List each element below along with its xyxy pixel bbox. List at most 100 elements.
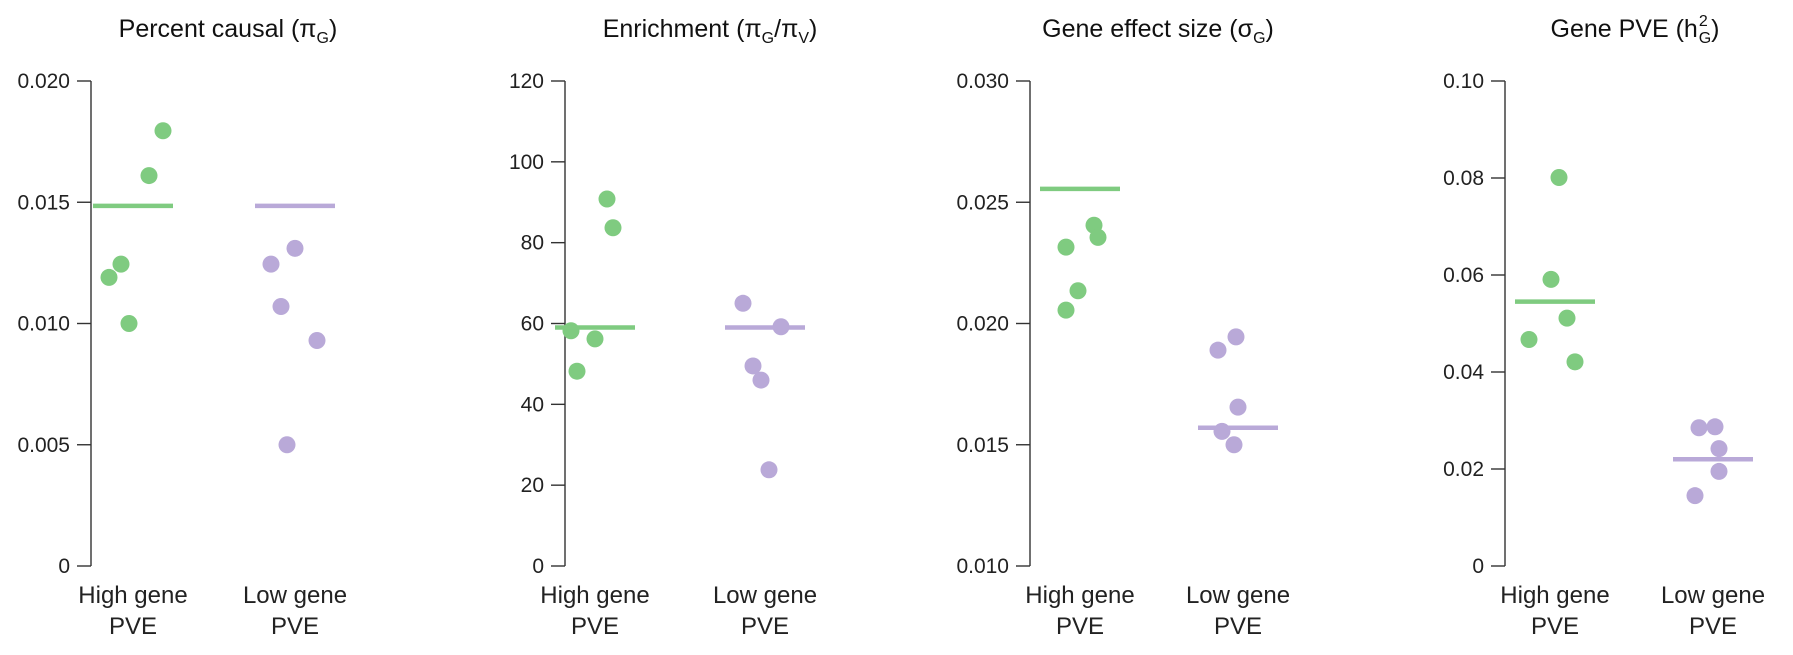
data-point-high xyxy=(112,255,130,273)
data-point-high xyxy=(100,268,118,286)
data-point-low xyxy=(1710,440,1728,458)
data-point-low xyxy=(1229,398,1247,416)
title-suffix: ) xyxy=(809,15,817,43)
category-label: High gene PVE xyxy=(1025,582,1134,640)
title-suffix: ) xyxy=(1266,15,1274,43)
data-point-high xyxy=(1566,353,1584,371)
title-subscript: G xyxy=(1253,30,1265,47)
y-tick-label: 0 xyxy=(1472,555,1484,578)
data-point-high xyxy=(604,219,622,237)
panel-3: Gene effect size (σG) 0.010 0.015 0.020 0.02… xyxy=(956,15,1290,640)
category-label-line: PVE xyxy=(271,613,319,640)
data-point-high xyxy=(1550,169,1568,187)
data-point-low xyxy=(1209,341,1227,359)
data-point-high xyxy=(1057,238,1075,256)
data-point-low xyxy=(752,371,770,389)
data-point-low xyxy=(272,298,290,316)
data-point-high xyxy=(568,362,586,380)
y-tick-label: 0.015 xyxy=(956,434,1009,457)
title-symbol: π xyxy=(299,15,316,43)
data-point-high xyxy=(1089,228,1107,246)
data-point-low xyxy=(1225,436,1243,454)
title-middle: / xyxy=(774,15,781,43)
data-point-high xyxy=(1542,270,1560,288)
title-suffix: ) xyxy=(329,15,337,43)
title-prefix: Gene PVE ( xyxy=(1551,15,1685,43)
y-tick-label: 40 xyxy=(521,393,544,416)
data-point-high xyxy=(140,167,158,185)
title-superscript: 2 xyxy=(1699,13,1708,30)
category-label-line: PVE xyxy=(109,613,157,640)
y-tick-label: 0.02 xyxy=(1443,458,1484,481)
title-subscript2: V xyxy=(798,30,809,47)
category-label-line: PVE xyxy=(1531,613,1579,640)
panel-title: Enrichment (πG/πV) xyxy=(603,15,818,47)
category-label-line: High gene xyxy=(540,582,649,609)
data-point-low xyxy=(286,239,304,257)
category-label: High gene PVE xyxy=(540,582,649,640)
panel-title: Gene PVE (h2 G) xyxy=(1551,13,1720,47)
data-point-high xyxy=(1069,282,1087,300)
data-point-low xyxy=(744,357,762,375)
y-tick-label: 0.010 xyxy=(956,555,1009,578)
y-tick-label: 20 xyxy=(521,474,544,497)
y-tick-label: 0.08 xyxy=(1443,167,1484,190)
data-point-high xyxy=(1520,331,1538,349)
title-prefix: Percent causal ( xyxy=(119,15,300,43)
y-tick-label: 120 xyxy=(509,70,544,93)
panel-4: Gene PVE (h2 G) 0 0.02 0.04 0.06 0.08 0.10 High … xyxy=(1443,13,1765,640)
y-tick-label: 0.020 xyxy=(956,313,1009,336)
title-subscript: G xyxy=(317,30,329,47)
title-symbol: π xyxy=(744,15,761,43)
data-point-low xyxy=(278,436,296,454)
data-point-low xyxy=(1686,487,1704,505)
y-tick-label: 0.025 xyxy=(956,191,1009,214)
data-point-low xyxy=(1710,462,1728,480)
category-label-line: PVE xyxy=(1689,613,1737,640)
category-label-line: Low gene xyxy=(243,582,347,609)
title-symbol: h xyxy=(1684,15,1698,43)
data-point-high xyxy=(120,315,138,332)
y-tick-label: 0.015 xyxy=(17,191,70,214)
category-label-line: High gene xyxy=(1500,582,1609,609)
data-point-low xyxy=(760,461,778,479)
y-tick-label: 0.04 xyxy=(1443,361,1484,384)
title-symbol: σ xyxy=(1238,15,1254,43)
category-label: High gene PVE xyxy=(1500,582,1609,640)
data-point-low xyxy=(1227,328,1245,346)
category-label: Low gene PVE xyxy=(243,582,347,640)
data-point-low xyxy=(1690,419,1708,437)
y-tick-label: 0.030 xyxy=(956,70,1009,93)
y-tick-label: 0.020 xyxy=(17,70,70,93)
data-point-low xyxy=(308,331,326,349)
title-prefix: Enrichment ( xyxy=(603,15,745,43)
panel-title: Gene effect size (σG) xyxy=(1042,15,1274,47)
category-label-line: Low gene xyxy=(1186,582,1290,609)
category-label: Low gene PVE xyxy=(713,582,817,640)
y-tick-label: 0.10 xyxy=(1443,70,1484,93)
y-tick-label: 0 xyxy=(58,555,70,578)
y-tick-label: 0 xyxy=(532,555,544,578)
data-point-high xyxy=(598,190,616,208)
title-subscript: G xyxy=(762,30,774,47)
y-tick-label: 60 xyxy=(521,313,544,336)
data-point-low xyxy=(262,255,280,273)
y-tick-label: 0.005 xyxy=(17,434,70,457)
category-label-line: PVE xyxy=(1056,613,1104,640)
y-tick-label: 100 xyxy=(509,151,544,174)
category-label-line: PVE xyxy=(741,613,789,640)
y-tick-label: 0.06 xyxy=(1443,264,1484,287)
category-label: Low gene PVE xyxy=(1661,582,1765,640)
panel-1: Percent causal (πG) 0 0.005 0.010 0.015 0.020… xyxy=(17,15,347,640)
category-label-line: PVE xyxy=(571,613,619,640)
data-point-low xyxy=(1706,418,1724,436)
data-point-high xyxy=(586,330,604,348)
y-tick-label: 80 xyxy=(521,232,544,255)
y-tick-label: 0.010 xyxy=(17,313,70,336)
category-label-line: PVE xyxy=(1214,613,1262,640)
category-label-line: Low gene xyxy=(713,582,817,609)
title-symbol2: π xyxy=(781,15,798,43)
data-point-low xyxy=(1213,422,1231,440)
data-point-low xyxy=(734,294,752,312)
